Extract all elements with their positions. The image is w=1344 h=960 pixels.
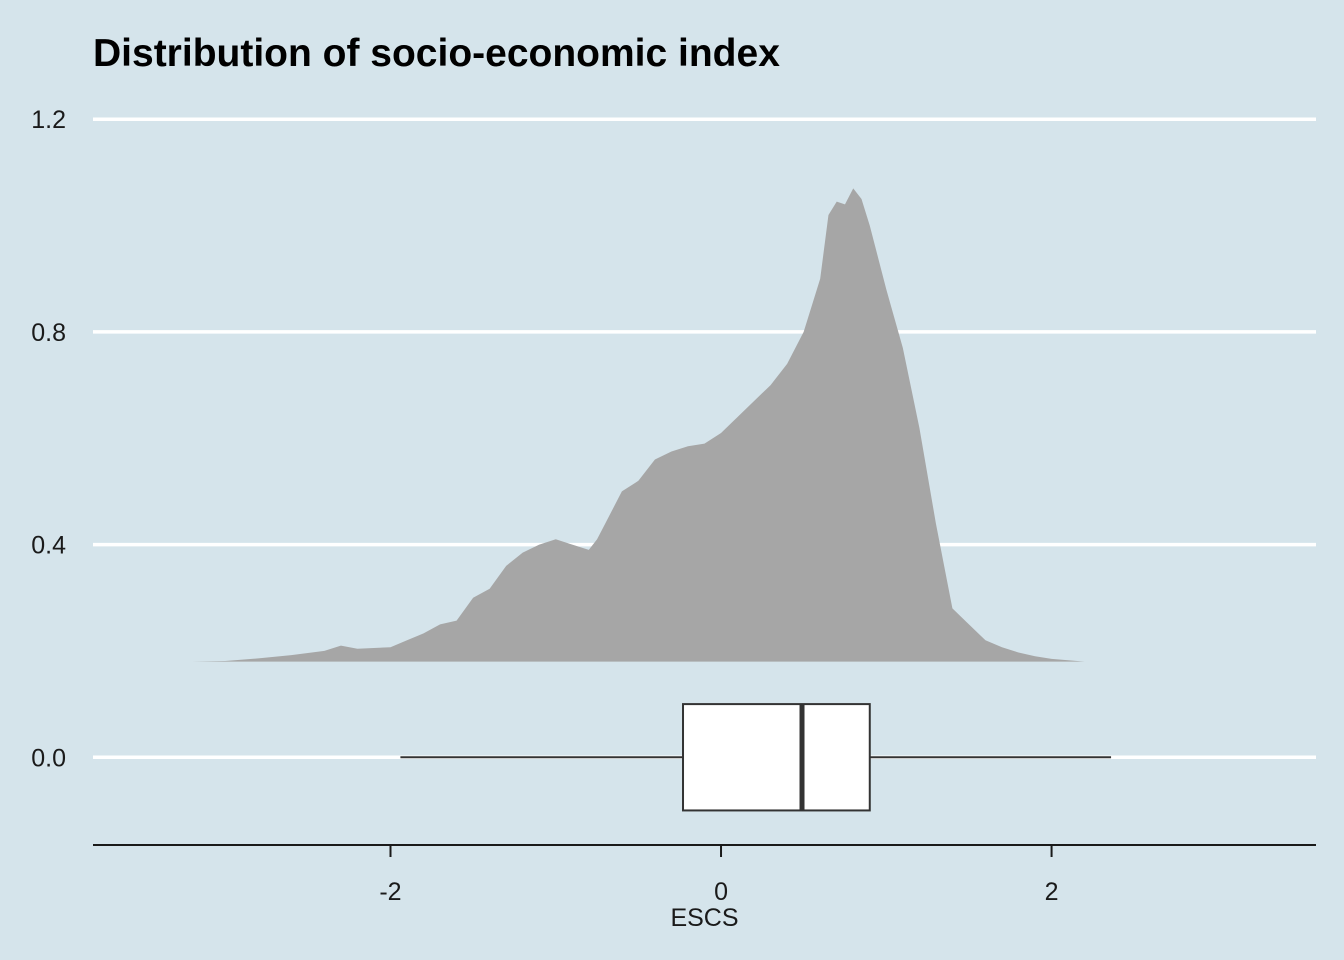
density-layer [192,188,1118,662]
boxplot-box [682,703,871,812]
chart-title: Distribution of socio-economic index [93,32,780,75]
x-tick-label: -2 [379,878,401,906]
density-area [192,188,1118,662]
x-tick-label: 0 [714,878,728,906]
axis-layer: 0.0 0.4 0.8 1.2 -2 0 2 ESCS [31,106,1316,932]
y-tick-label: 0.0 [31,744,66,772]
y-tick-label: 0.4 [31,532,66,560]
y-tick-label: 0.8 [31,319,66,347]
y-tick-label: 1.2 [31,106,66,134]
x-tick-label: 2 [1045,878,1059,906]
x-axis-label: ESCS [670,904,738,932]
boxplot-layer [400,703,1112,812]
